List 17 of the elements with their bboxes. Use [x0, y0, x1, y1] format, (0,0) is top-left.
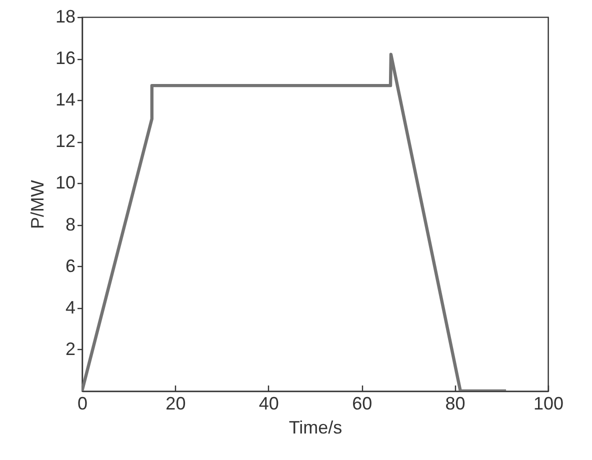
y-tick-label: 12	[55, 131, 76, 152]
x-axis-title: Time/s	[288, 418, 342, 438]
y-tick-label: 8	[65, 214, 76, 234]
y-tick-label: 14	[55, 90, 76, 110]
x-tick-label: 0	[77, 394, 88, 414]
y-tick-label: 10	[55, 172, 76, 193]
y-tick-label: 18	[55, 6, 76, 26]
x-tick-label: 80	[445, 394, 466, 414]
x-tick-label: 20	[166, 394, 186, 414]
x-tick-label: 100	[533, 394, 564, 414]
y-tick-label: 16	[55, 48, 76, 68]
y-tick-label: 2	[65, 338, 76, 359]
y-tick-label: 6	[65, 256, 76, 276]
x-tick-label: 40	[258, 394, 279, 414]
y-axis-title: P/MW	[27, 180, 48, 229]
y-tick-label: 4	[65, 297, 76, 318]
x-tick-label: 60	[352, 394, 372, 414]
